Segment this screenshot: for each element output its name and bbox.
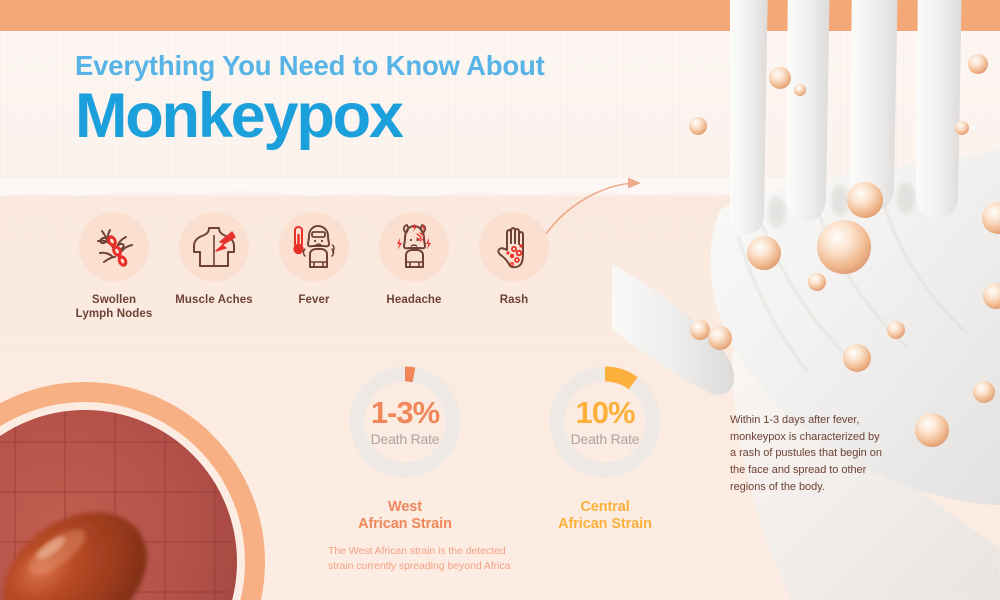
strain-central-line2: African Strain <box>558 516 652 533</box>
donut-chart-central: 10% Death Rate <box>545 362 665 482</box>
title-main: Monkeypox <box>75 80 404 151</box>
title-kicker: Everything You Need to Know About <box>75 50 545 81</box>
strain-central-line1: Central <box>580 499 630 515</box>
body-line-3: a rash of pustules that begin on <box>730 447 882 460</box>
strain-note-line1: The West African strain is the detected <box>328 545 506 557</box>
symptom-label: Rash <box>499 294 529 306</box>
body-line-2: monkeypox is characterized by <box>730 430 880 443</box>
page-title: Everything You Need to Know About Monkey… <box>75 52 545 148</box>
strain-name-central: Central African Strain <box>558 499 652 534</box>
symptom-icon-circle <box>479 212 549 282</box>
hand-photo <box>612 0 1000 600</box>
symptom-label: Swollen Lymph Nodes <box>76 293 153 322</box>
strain-note-west: The West African strain is the detected … <box>328 544 538 574</box>
symptom-icon-circle <box>379 212 449 282</box>
strain-west-line2: African Strain <box>358 516 452 533</box>
strain-note-line2: strain currently spreading beyond Africa <box>328 560 511 573</box>
rash-hand-icon <box>497 227 524 269</box>
symptom-label-line2: Lymph Nodes <box>75 308 153 321</box>
virus-microscope-circle <box>0 382 265 600</box>
headache-person-icon <box>397 223 431 268</box>
symptom-muscle-aches[interactable]: Muscle Aches <box>164 212 264 322</box>
symptom-label: Headache <box>386 294 442 306</box>
symptom-icon-circle <box>79 212 149 282</box>
symptom-icon-circle <box>279 212 349 282</box>
donut-chart-west: 1-3% Death Rate <box>345 362 465 482</box>
symptom-icon-circle <box>179 212 249 282</box>
symptom-label: Muscle Aches <box>175 294 253 306</box>
lymph-nodes-icon <box>97 229 133 267</box>
pustule-group <box>689 54 1000 447</box>
strain-name-west: West African Strain <box>358 499 452 534</box>
body-line-1: Within 1-3 days after fever, <box>730 414 860 426</box>
symptom-swollen-lymph-nodes[interactable]: Swollen Lymph Nodes <box>64 212 164 322</box>
symptom-headache[interactable]: Headache <box>364 212 464 322</box>
strain-west-line1: West <box>388 499 422 515</box>
symptom-label-line1: Swollen <box>91 294 137 306</box>
torso-muscle-ache-icon <box>193 227 236 267</box>
rash-pointer-arrow <box>545 177 641 235</box>
stat-central-african: 10% Death Rate Central African Strain <box>525 362 685 534</box>
symptom-rash[interactable]: Rash <box>464 212 564 322</box>
rash-description-text: Within 1-3 days after fever, monkeypox i… <box>730 412 910 496</box>
body-line-5: regions of the body. <box>730 480 825 493</box>
stat-west-african: 1-3% Death Rate West African Strain <box>325 362 485 534</box>
body-line-4: the face and spread to other <box>730 464 867 477</box>
virion <box>3 512 147 600</box>
thermometer-fever-icon <box>293 225 335 268</box>
symptom-label: Fever <box>298 294 330 306</box>
death-rate-stats: 1-3% Death Rate West African Strain <box>325 362 685 572</box>
top-orange-band <box>0 0 1000 31</box>
symptom-fever[interactable]: Fever <box>264 212 364 322</box>
symptoms-row: Swollen Lymph Nodes Muscle Aches <box>64 212 564 322</box>
